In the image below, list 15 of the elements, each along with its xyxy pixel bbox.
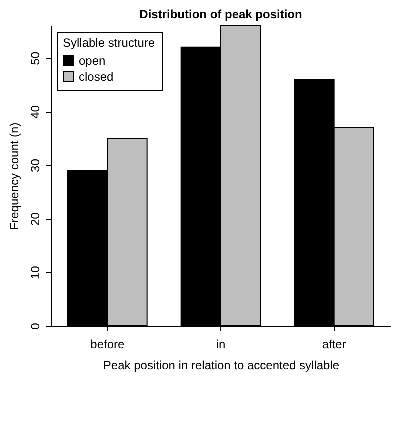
y-tick-label: 20 xyxy=(28,212,42,226)
y-tick-label: 0 xyxy=(28,322,42,330)
x-axis-title: Peak position in relation to accented syllable xyxy=(103,358,340,372)
chart-title: Distribution of peak position xyxy=(140,8,302,22)
legend-label: open xyxy=(79,54,106,68)
y-tick-label: 40 xyxy=(28,105,42,119)
legend-title: Syllable structure xyxy=(63,36,156,50)
x-tick-label: after xyxy=(322,338,346,352)
y-tick-label: 10 xyxy=(28,266,42,280)
x-tick-label: before xyxy=(90,338,126,352)
y-tick-label: 30 xyxy=(28,158,42,172)
y-axis-title: Frequency count (n) xyxy=(8,122,22,230)
y-tick-label: 50 xyxy=(28,52,42,66)
legend-label: closed xyxy=(79,70,114,84)
x-tick-label: in xyxy=(216,338,226,352)
